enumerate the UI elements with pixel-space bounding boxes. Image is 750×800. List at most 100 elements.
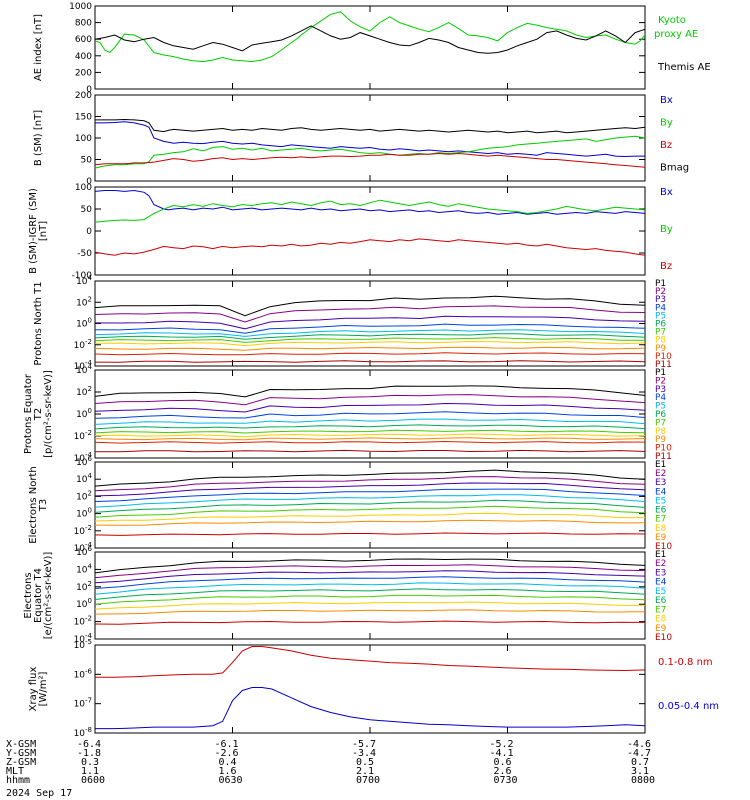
- legend-label: P11: [655, 360, 672, 370]
- series-line-P6: [95, 424, 645, 430]
- series-line-Bx: [95, 189, 645, 215]
- series-line-P8: [95, 340, 645, 347]
- panel-frame-bsm: [94, 94, 646, 182]
- y-tick-label: 150: [75, 113, 92, 123]
- series-line-P7: [95, 429, 645, 434]
- legend-label: E1: [655, 550, 666, 560]
- ylabel-line: Protons North T1: [33, 281, 44, 365]
- legend-label: 0.1-0.8 nm: [658, 657, 713, 668]
- y-tick-label: 200: [75, 68, 92, 78]
- series-line-E10: [95, 532, 645, 536]
- legend-label: P1: [655, 279, 666, 289]
- series-line-Bz: [95, 152, 645, 168]
- ylabel-line: [p/(cm²-s-sr-keV)]: [43, 370, 54, 458]
- ylabel-line: Electrons: [23, 572, 34, 618]
- panel-ylabel: AE index [nT]: [33, 14, 44, 81]
- ephem-value: 2.1: [356, 766, 374, 777]
- ephem-value: 0.3: [81, 757, 99, 768]
- y-tick-label: 100: [75, 134, 92, 144]
- y-tick-label: 100: [75, 183, 92, 193]
- legend-label: E6: [655, 506, 667, 516]
- series-line-E7: [95, 505, 645, 518]
- ephem-value: 0800: [631, 775, 655, 786]
- ephem-value: -6.1: [215, 739, 239, 750]
- legend-label: P9: [655, 344, 666, 354]
- series-line-P3: [95, 402, 645, 413]
- series-line-Bmag: [95, 118, 645, 134]
- ephem-value: 0.7: [631, 757, 649, 768]
- ylabel-line: Protons Equator: [23, 373, 34, 454]
- legend-label: E2: [655, 469, 666, 479]
- ephem-value: 0630: [219, 775, 243, 786]
- series-line-E6: [95, 588, 645, 600]
- series-line-P5: [95, 329, 645, 337]
- legend-label: P7: [655, 328, 666, 338]
- date-label: 2024 Sep 17: [6, 788, 72, 799]
- y-tick-label: -100: [72, 271, 93, 281]
- legend-label: P10: [655, 352, 672, 362]
- series-line-P11: [95, 449, 645, 453]
- panel-ylabel: Xray flux [W/m²]: [28, 667, 49, 712]
- legend-label: E9: [655, 533, 667, 543]
- series-line-E8: [95, 512, 645, 522]
- legend-label: E4: [655, 578, 667, 588]
- y-tick-label: 10-7: [74, 697, 92, 710]
- series-line-P1: [95, 295, 645, 317]
- series-line-E3: [95, 482, 645, 497]
- y-tick-label: 50: [81, 205, 93, 215]
- legend-label: P4: [655, 303, 666, 313]
- y-tick-label: 102: [76, 580, 92, 593]
- series-line-E4: [95, 576, 645, 589]
- series-line-E6: [95, 499, 645, 513]
- series-line-By: [95, 135, 645, 169]
- panel-ylabel: Electrons North T3: [28, 466, 49, 543]
- ylabel-line: T2: [33, 408, 44, 421]
- series-line-P5: [95, 418, 645, 425]
- legend-label: E4: [655, 487, 667, 497]
- legend-label: E2: [655, 559, 666, 569]
- ephem-row-label: Z-GSM: [6, 757, 36, 768]
- legend-label: Themis AE: [657, 62, 711, 73]
- panel-ylabel: Protons Equator T2 [p/(cm²-s-sr-keV)]: [23, 370, 54, 458]
- legend-label: Kyoto: [658, 15, 686, 26]
- ephem-value: 0.4: [219, 757, 237, 768]
- legend-label: E5: [655, 587, 666, 597]
- y-tick-label: 10-2: [74, 429, 92, 442]
- ylabel-line: AE index [nT]: [33, 14, 44, 81]
- ephem-value: 3.1: [631, 766, 649, 777]
- ephem-value: 1.6: [219, 766, 237, 777]
- legend-label: By: [660, 224, 673, 235]
- legend-label: E9: [655, 624, 667, 634]
- legend-label: E5: [655, 496, 666, 506]
- y-tick-label: 102: [76, 489, 92, 502]
- y-tick-label: 102: [76, 385, 92, 398]
- legend-label: P3: [655, 385, 666, 395]
- y-tick-label: 0: [86, 85, 92, 95]
- y-tick-label: 10-2: [74, 338, 92, 351]
- series-line-P7: [95, 337, 645, 343]
- series-line-Bz: [95, 238, 645, 256]
- ephem-value: -4.6: [627, 739, 651, 750]
- legend-label: E3: [655, 568, 666, 578]
- ephem-row-label: X-GSM: [6, 739, 36, 750]
- series-line-P2: [95, 394, 645, 406]
- y-tick-label: 10-6: [74, 667, 93, 680]
- legend-label: P9: [655, 435, 666, 445]
- ephem-value: 1.1: [81, 766, 99, 777]
- ylabel-line: B (SM) [nT]: [33, 110, 44, 166]
- series-line-P4: [95, 323, 645, 334]
- y-tick-label: 100: [76, 507, 92, 520]
- ephem-value: -6.4: [77, 739, 101, 750]
- ylabel-line: B (SM)-IGRF (SM): [28, 188, 39, 274]
- series-line-E9: [95, 609, 645, 615]
- y-tick-label: 100: [76, 317, 92, 330]
- y-tick-label: 10-2: [74, 615, 92, 628]
- y-tick-label: 100: [76, 407, 92, 420]
- legend-label: P2: [655, 287, 666, 297]
- series-line-P1: [95, 385, 645, 398]
- legend-label: P6: [655, 320, 666, 330]
- y-tick-label: 600: [75, 35, 92, 45]
- ephem-value: 2.6: [494, 766, 512, 777]
- legend-label: P10: [655, 444, 672, 454]
